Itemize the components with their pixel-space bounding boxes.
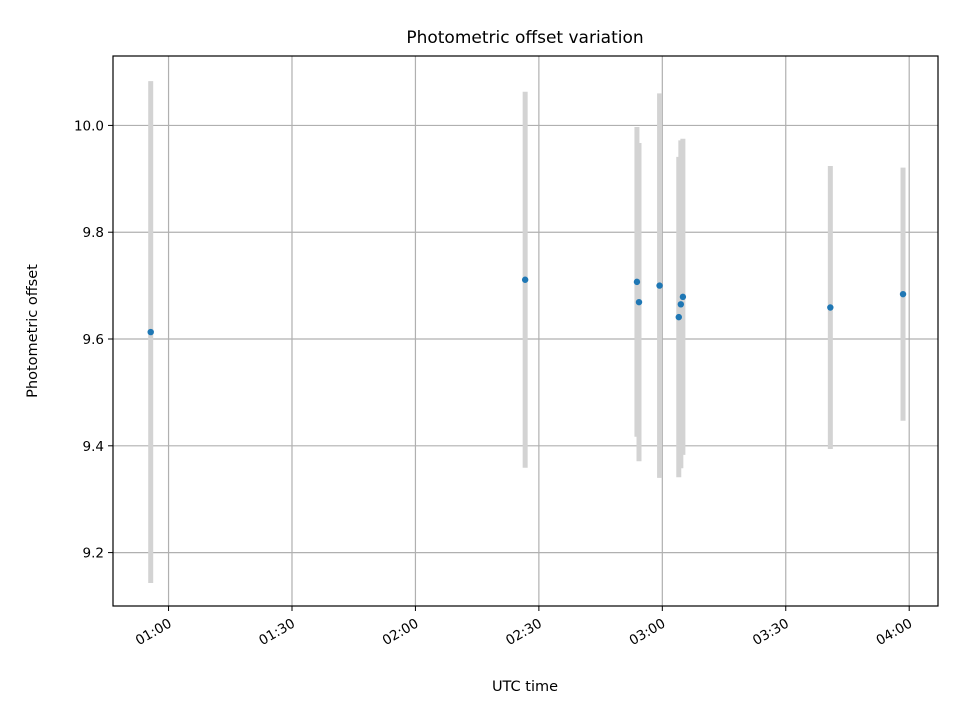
data-point — [679, 293, 687, 301]
chart-title: Photometric offset variation — [406, 28, 643, 48]
x-tick-label: 02:30 — [503, 616, 545, 649]
x-tick-label: 01:30 — [256, 616, 298, 649]
x-axis-ticks: 01:00 01:30 02:00 02:30 03:00 03:30 04:00 — [133, 606, 915, 649]
error-bars — [148, 81, 906, 584]
y-axis-ticks: 9.2 9.4 9.6 9.8 10.0 — [74, 118, 113, 562]
y-tick-label: 9.4 — [83, 439, 104, 455]
data-point — [521, 276, 529, 283]
plot-frame — [112, 55, 939, 607]
x-tick-label: 03:00 — [627, 616, 669, 649]
data-point — [656, 282, 663, 289]
data-point — [827, 304, 834, 311]
data-points — [147, 276, 907, 336]
data-point — [899, 290, 907, 298]
data-point — [675, 313, 682, 321]
x-tick-label: 02:00 — [380, 616, 422, 649]
data-point — [147, 328, 154, 336]
data-point — [677, 301, 685, 308]
x-axis-title: UTC time — [492, 679, 558, 695]
x-tick-label: 01:00 — [133, 616, 175, 649]
y-tick-label: 10.0 — [74, 118, 104, 134]
y-tick-label: 9.8 — [83, 225, 104, 241]
y-tick-label: 9.2 — [83, 546, 104, 562]
y-tick-label: 9.6 — [83, 332, 104, 348]
x-tick-label: 03:30 — [750, 616, 792, 649]
x-tick-label: 04:00 — [874, 616, 916, 649]
data-point — [635, 298, 643, 306]
y-axis-title: Photometric offset — [25, 264, 41, 398]
data-point — [633, 278, 641, 286]
